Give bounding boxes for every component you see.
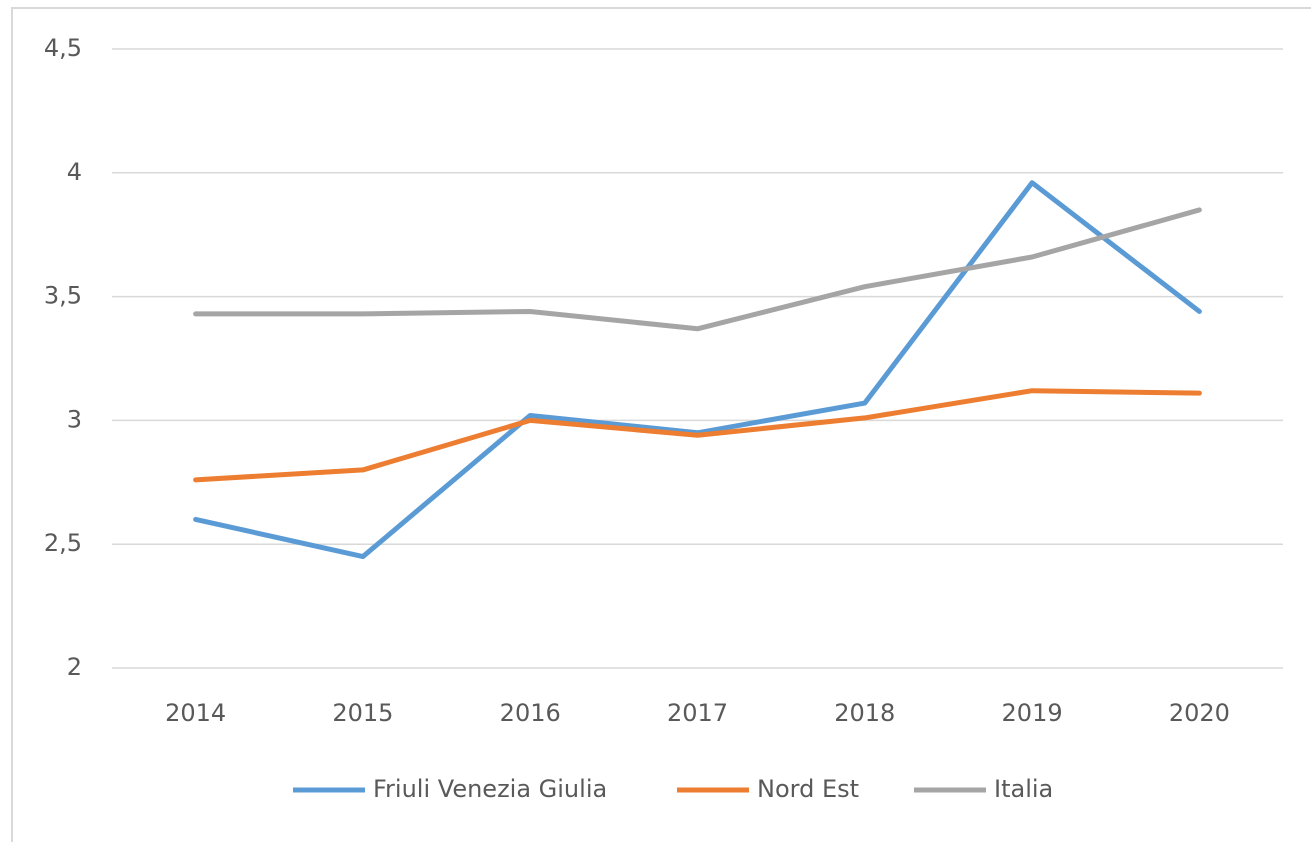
- x-tick-label: 2015: [332, 699, 393, 727]
- y-tick-label: 3: [67, 405, 82, 433]
- y-tick-label: 4,5: [44, 34, 82, 62]
- series-line: [193, 207, 1202, 332]
- legend-label: Nord Est: [757, 775, 859, 803]
- series-line: [193, 388, 1202, 483]
- legend-label: Friuli Venezia Giulia: [373, 775, 607, 803]
- x-tick-label: 2016: [500, 699, 561, 727]
- y-tick-label: 4: [67, 158, 82, 186]
- y-tick-label: 2: [67, 653, 82, 681]
- legend-label: Italia: [994, 775, 1053, 803]
- x-tick-label: 2020: [1169, 699, 1230, 727]
- x-tick-label: 2018: [834, 699, 895, 727]
- x-tick-label: 2019: [1002, 699, 1063, 727]
- y-tick-label: 3,5: [44, 282, 82, 310]
- x-tick-label: 2014: [165, 699, 226, 727]
- chart-border: [11, 7, 1311, 842]
- x-tick-label: 2017: [667, 699, 728, 727]
- y-tick-label: 2,5: [44, 529, 82, 557]
